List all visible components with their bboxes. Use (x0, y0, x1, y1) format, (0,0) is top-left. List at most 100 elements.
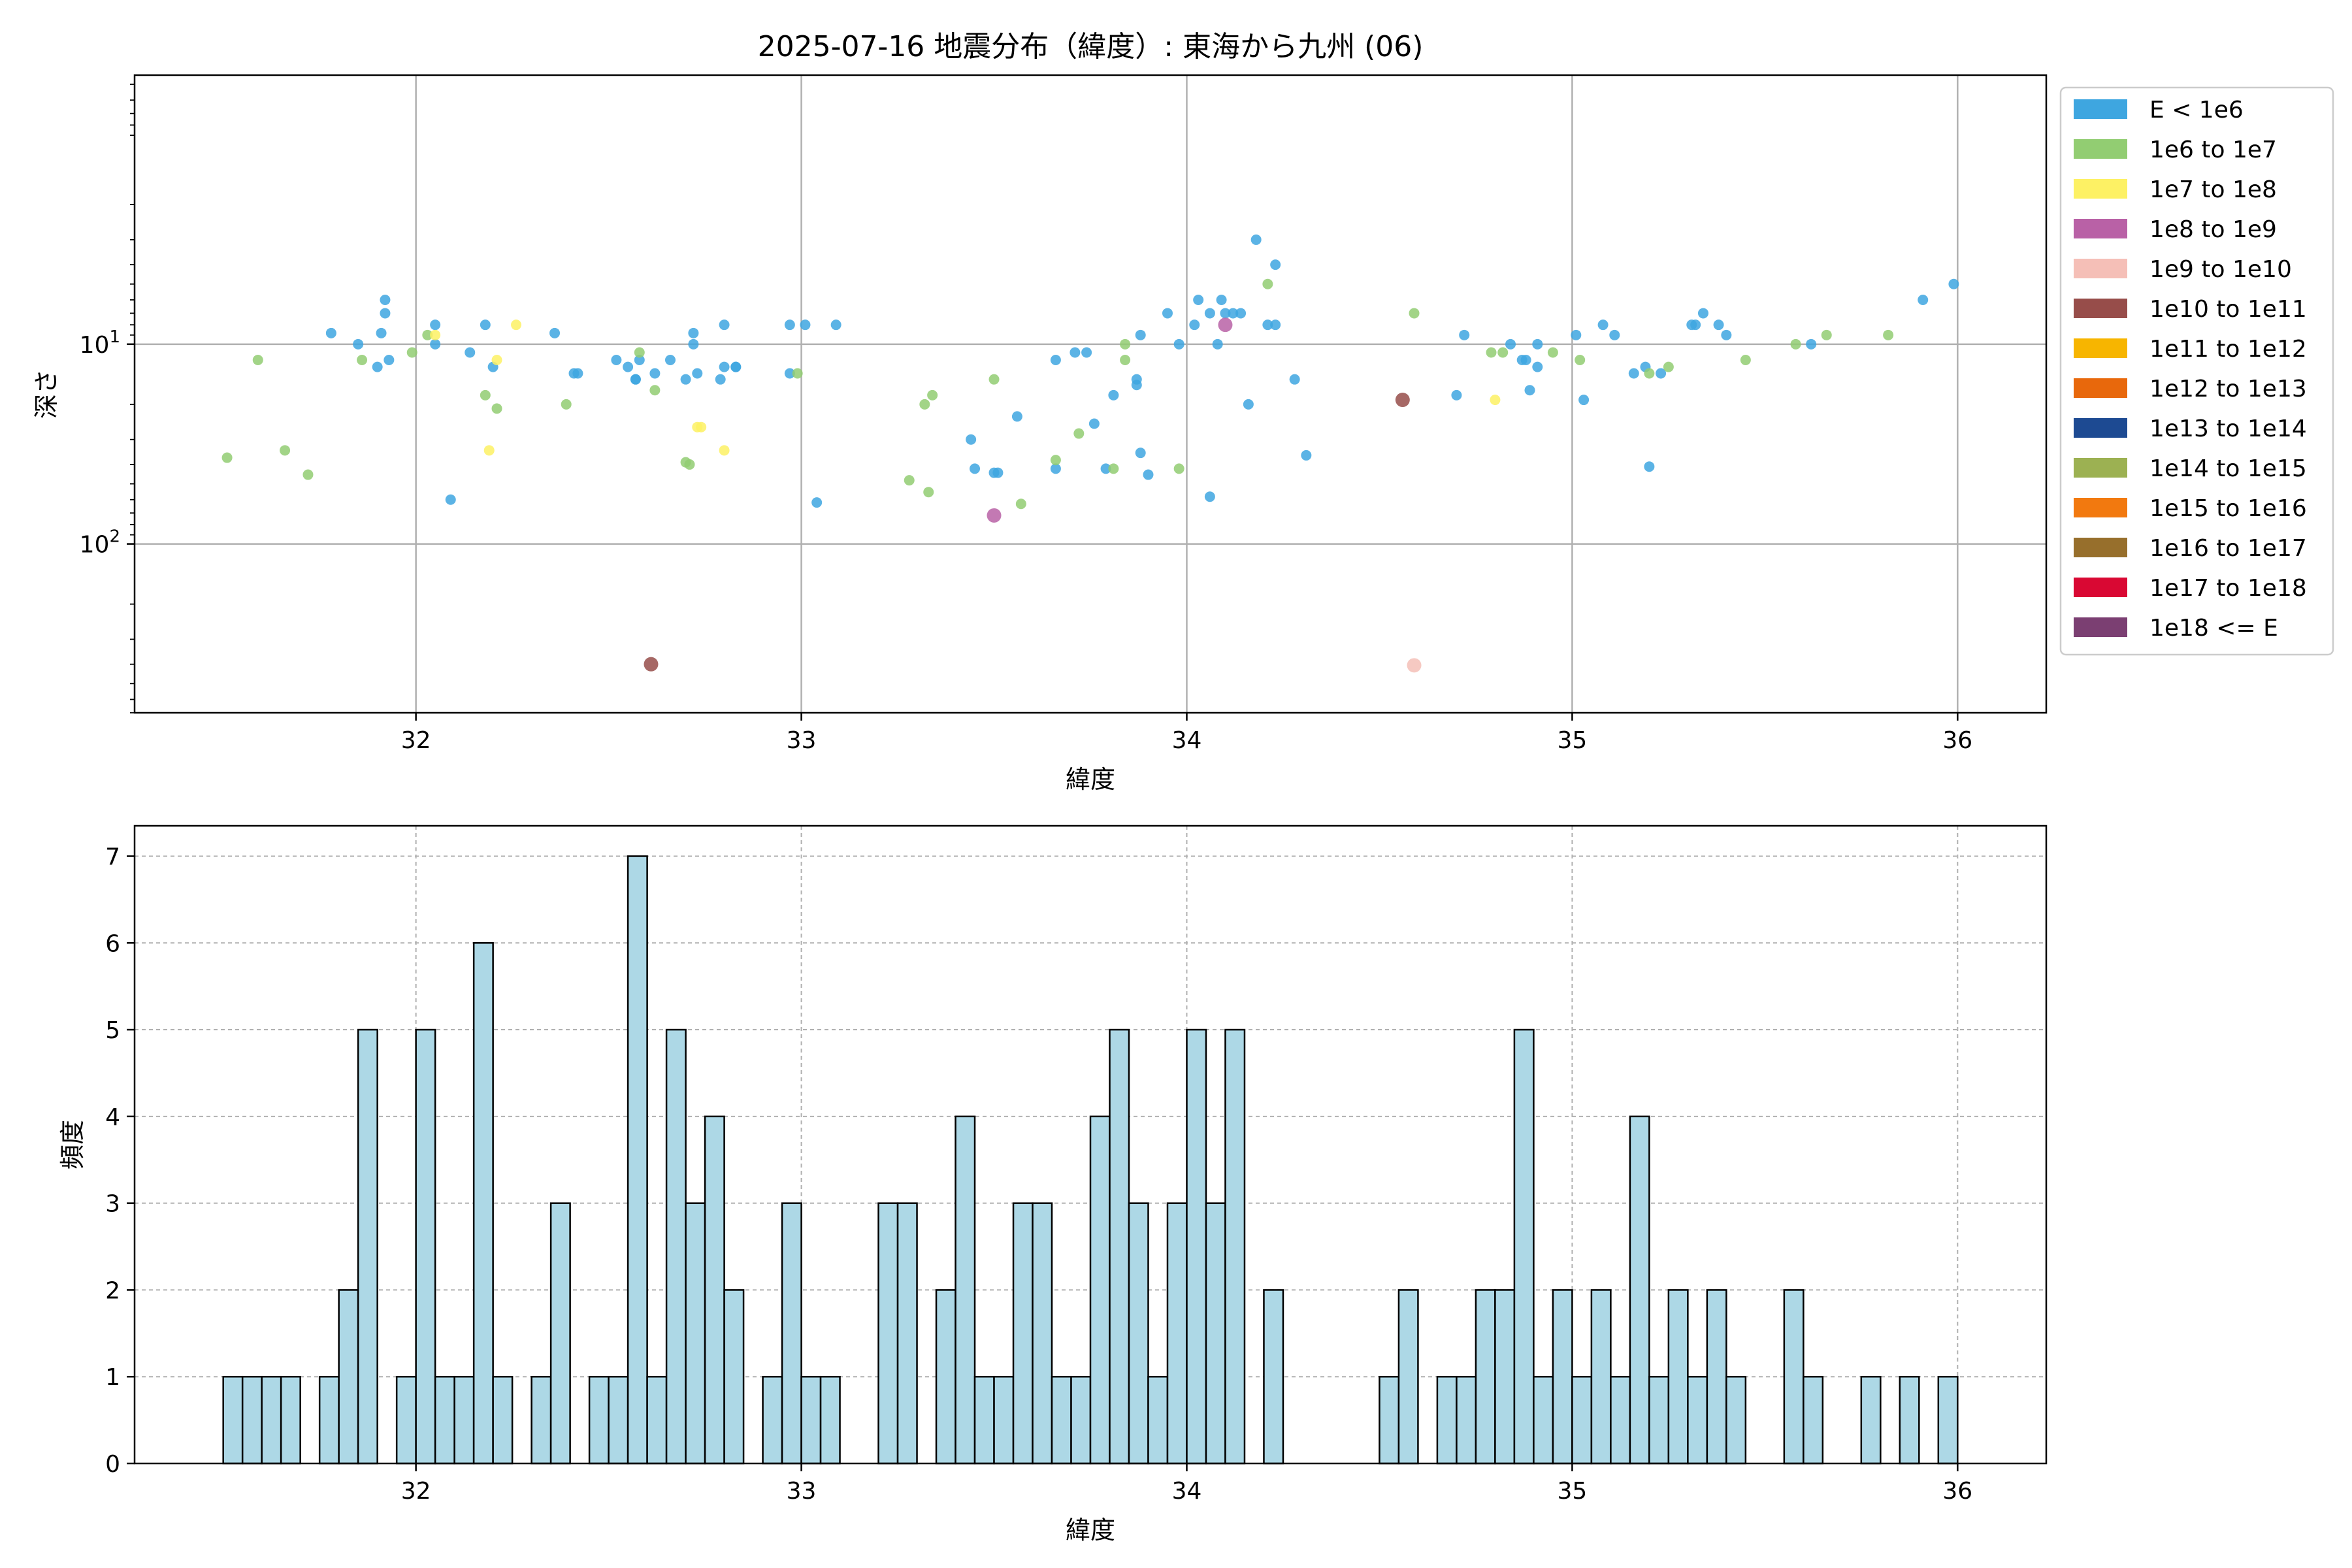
scatter-point (684, 459, 695, 470)
histogram-bar (935, 1289, 956, 1465)
scatter-point (970, 463, 981, 474)
scatter-point (1050, 463, 1061, 474)
scatter-point (357, 355, 368, 366)
scatter-point (992, 467, 1004, 478)
scatter-point (280, 445, 291, 456)
scatter-point (830, 319, 841, 331)
scatter-point (1663, 361, 1674, 372)
scatter-x-tick-label: 32 (401, 727, 431, 754)
histogram-bar (1610, 1375, 1631, 1465)
legend-swatch (2074, 418, 2127, 438)
scatter-point (634, 347, 645, 358)
histogram-bars (222, 855, 1959, 1465)
legend-box (2059, 86, 2334, 656)
legend-swatch (2074, 219, 2127, 238)
scatter-point (1697, 308, 1708, 319)
scatter-gridlines (135, 75, 2046, 713)
scatter-point (1108, 389, 1119, 400)
scatter-point (680, 374, 691, 385)
histogram-bar (627, 855, 648, 1465)
scatter-point (372, 361, 383, 372)
histogram-bar (1667, 1289, 1689, 1465)
histogram-bar (1533, 1375, 1554, 1465)
scatter-point (1143, 469, 1154, 480)
histogram-bar (704, 1115, 725, 1465)
histogram-bar (222, 1375, 244, 1465)
legend-label: 1e12 to 1e13 (2149, 376, 2307, 402)
scatter-point (1609, 329, 1620, 340)
scatter-point (480, 389, 491, 400)
scatter-point (302, 469, 314, 480)
scatter-point (511, 319, 522, 331)
scatter-x-tick-label: 33 (787, 727, 817, 754)
scatter-point (430, 338, 441, 350)
scatter-point (923, 487, 934, 498)
legend-label: E < 1e6 (2149, 97, 2244, 123)
histogram-bar (1725, 1375, 1747, 1465)
scatter-point (664, 355, 676, 366)
scatter-point (1173, 338, 1184, 350)
histogram-y-tick-label: 0 (105, 1451, 120, 1478)
scatter-point (904, 475, 915, 486)
histogram-bar (1648, 1375, 1670, 1465)
scatter-point (1289, 374, 1300, 385)
scatter-point (1497, 347, 1509, 358)
legend-label: 1e16 to 1e17 (2149, 535, 2307, 562)
scatter-point (1162, 308, 1173, 319)
histogram-x-tick-label: 34 (1172, 1478, 1202, 1505)
scatter-point (1451, 389, 1462, 400)
scatter-point (688, 327, 699, 338)
histogram-bar (1803, 1375, 1824, 1465)
scatter-point (1212, 338, 1223, 350)
histogram-x-tick-label: 35 (1557, 1478, 1587, 1505)
histogram-bar (1032, 1202, 1053, 1465)
histogram-y-axis-label: 頻度 (58, 1120, 87, 1169)
scatter-points (221, 234, 1959, 673)
histogram-bar (1783, 1289, 1805, 1465)
histogram-bar (1456, 1375, 1477, 1465)
legend-label: 1e18 <= E (2149, 615, 2278, 642)
scatter-point (1204, 308, 1215, 319)
legend-label: 1e9 to 1e10 (2149, 256, 2292, 283)
scatter-point (353, 338, 364, 350)
scatter-point (1270, 259, 1281, 270)
scatter-point (1270, 319, 1281, 331)
scatter-point (1883, 329, 1894, 340)
scatter-point (483, 445, 495, 456)
histogram-x-tick-label: 32 (401, 1478, 431, 1505)
scatter-point (445, 494, 456, 505)
scatter-point (384, 355, 395, 366)
legend-swatch (2074, 578, 2127, 597)
scatter-axes-frame (133, 74, 2048, 714)
scatter-point (1690, 319, 1701, 331)
histogram-bar (800, 1375, 822, 1465)
legend-swatch (2074, 338, 2127, 358)
scatter-point (1459, 329, 1470, 340)
histogram-bar (1186, 1028, 1207, 1465)
scatter-point (491, 403, 502, 414)
scatter-point (1204, 491, 1215, 502)
scatter-point (1120, 355, 1131, 366)
chart-title: 2025-07-16 地震分布（緯度）: 東海から九州 (06) (758, 30, 1424, 63)
scatter-point (561, 399, 572, 410)
histogram-bar (241, 1375, 263, 1465)
scatter-point (1505, 338, 1516, 350)
histogram-bar (1263, 1289, 1284, 1465)
legend-label: 1e7 to 1e8 (2149, 176, 2277, 203)
scatter-point (465, 347, 476, 358)
scatter-point (1193, 294, 1204, 305)
scatter-point (715, 374, 726, 385)
scatter-point (1228, 308, 1239, 319)
scatter-point (1918, 294, 1929, 305)
histogram-bar (762, 1375, 783, 1465)
scatter-point (1070, 347, 1081, 358)
scatter-point (380, 308, 391, 319)
scatter-point (696, 421, 707, 433)
scatter-point (1821, 329, 1832, 340)
scatter-point (491, 355, 502, 366)
histogram-y-tick-label: 4 (105, 1104, 120, 1131)
scatter-point (811, 497, 823, 508)
histogram-bar (1494, 1289, 1516, 1465)
histogram-bar (1706, 1289, 1727, 1465)
